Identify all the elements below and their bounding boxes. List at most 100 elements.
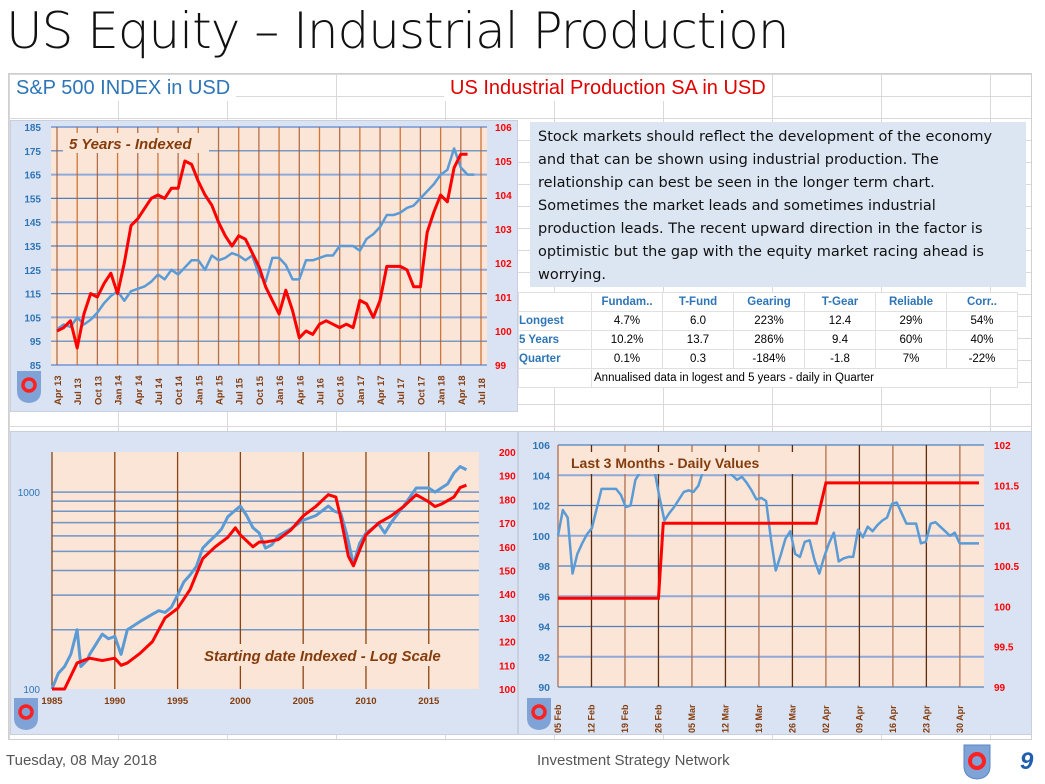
stats-cell: 9.4 [804,330,876,350]
y-tick-label-right: 101 [994,522,1011,533]
y-tick-label-right: 103 [495,225,512,236]
commentary-box: Stock markets should reflect the develop… [530,122,1026,287]
y-tick-label-left: 100 [23,685,40,696]
stats-col-header: Fundam.. [591,292,663,312]
y-tick-label-right: 102 [495,259,512,270]
stats-cell: 10.2% [591,330,663,350]
y-tick-label-left: 185 [24,123,41,134]
stats-header-row: Fundam.. T-Fund Gearing T-Gear Reliable … [518,292,1018,312]
x-tick-label: 12 Mar [720,704,730,733]
stats-col-header: T-Gear [804,292,876,312]
x-tick-label: 2010 [355,696,376,707]
y-tick-label-left: 96 [538,591,550,603]
footer-date: Tuesday, 08 May 2018 [6,752,157,769]
x-tick-label: Jul 14 [154,377,165,405]
y-tick-label-right: 110 [499,661,516,672]
x-tick-label: Jan 14 [114,375,125,405]
y-tick-label-right: 106 [495,123,512,134]
y-tick-label-left: 106 [532,440,550,452]
page-title: US Equity – Industrial Production [6,2,790,60]
x-tick-label: 26 Mar [787,704,797,733]
y-tick-label-left: 125 [24,266,41,277]
stats-cell: 7% [875,349,947,369]
y-tick-label-left: 95 [30,337,42,348]
stats-table: Fundam.. T-Fund Gearing T-Gear Reliable … [518,292,1018,388]
stats-col-header: Reliable [875,292,947,312]
stats-cell: 29% [875,311,947,331]
chart-panel-5y: 85 95 105 115 125 135 145 155 165 175 185 99 100 101 1… [10,120,518,412]
y-tick-label-right: 99.5 [994,643,1014,654]
chart-5-years: 85 95 105 115 125 135 145 155 165 175 185 99 100 101 1… [17,123,512,405]
x-tick-label: Oct 16 [336,376,347,405]
y-tick-label-left: 115 [25,290,42,301]
footer-org: Investment Strategy Network [537,752,730,769]
title-bg [565,452,801,474]
y-tick-label-left: 105 [24,313,41,324]
y-tick-label-right: 99 [994,683,1006,694]
stats-cell: -184% [733,349,805,369]
x-tick-label: Oct 13 [93,376,104,405]
x-tick-label: 16 Apr [888,705,898,733]
x-tick-label: 09 Apr [854,705,864,733]
stats-cell: 54% [946,311,1018,331]
y-tick-label-left: 145 [24,218,41,229]
y-tick-label-right: 101.5 [994,481,1019,492]
y-tick-label-right: 104 [495,191,512,202]
y-tick-label-left: 98 [538,561,550,573]
stats-cell: -1.8 [804,349,876,369]
x-tick-label: Apr 15 [215,375,226,405]
stats-row-label: 5 Years [518,330,592,350]
x-tick-label: Jan 17 [356,375,367,405]
stats-cell: 6.0 [662,311,734,331]
x-tick-label: 19 Mar [754,704,764,733]
y-tick-label-right: 160 [499,543,516,554]
x-tick-label: Apr 14 [134,375,145,405]
y-tick-label-left: 100 [532,531,550,543]
stats-col-header: Gearing [733,292,805,312]
y-tick-label-right: 105 [495,157,512,168]
x-tick-label: 26 Feb [653,704,663,733]
y-tick-label-right: 170 [499,519,516,530]
y-tick-label-right: 100 [994,602,1011,613]
y-tick-label-left: 104 [532,470,550,482]
x-tick-label: Apr 17 [376,375,387,405]
production-line [56,152,468,350]
x-tick-label: 1995 [167,696,189,707]
x-tick-label: 2015 [418,696,440,707]
x-tick-label: Jul 13 [73,378,84,405]
x-tick-label: Jul 17 [396,378,407,405]
production-line [52,483,467,691]
stats-note: Annualised data in logest and 5 years - … [591,368,1018,388]
x-tick-label: 05 Feb [553,704,563,733]
stats-row-label: Longest [518,311,592,331]
y-tick-label-left: 135 [24,242,41,253]
equity-line [556,469,979,575]
y-tick-label-right: 180 [499,495,516,506]
stats-row-label: Quarter [518,349,592,369]
x-tick-label: 30 Apr [955,705,965,733]
y-tick-label-right: 101 [495,293,512,304]
y-tick-label-right: 200 [499,448,516,459]
stats-col-header: T-Fund [662,292,734,312]
y-tick-label-left: 92 [538,652,550,664]
y-tick-label-right: 130 [499,614,516,625]
y-tick-label-right: 150 [499,567,516,578]
x-tick-label: Jul 18 [477,378,488,405]
chart-3-months: 90 92 94 96 98 100 102 104 106 99 99.5 100 100.5 101 1… [527,440,1019,733]
logo-icon [17,371,41,403]
x-tick-label: 05 Mar [687,704,697,733]
stats-cell: 12.4 [804,311,876,331]
x-tick-label: Oct 15 [255,375,266,405]
equity-line [56,147,475,331]
y-tick-label-right: 100 [495,327,512,338]
page-number: 9 [1020,748,1034,775]
x-tick-label: Oct 17 [416,376,427,405]
equity-header: S&P 500 INDEX in USD [10,75,237,101]
y-tick-label-right: 140 [499,590,516,601]
x-tick-label: 2000 [230,696,251,707]
stats-cell: 13.7 [662,330,734,350]
stats-row: Longest 4.7% 6.0 223% 12.4 29% 54% [518,311,1018,331]
title-bg [63,133,209,153]
equity-line [50,465,468,690]
x-tick-label: Jan 18 [437,375,448,405]
